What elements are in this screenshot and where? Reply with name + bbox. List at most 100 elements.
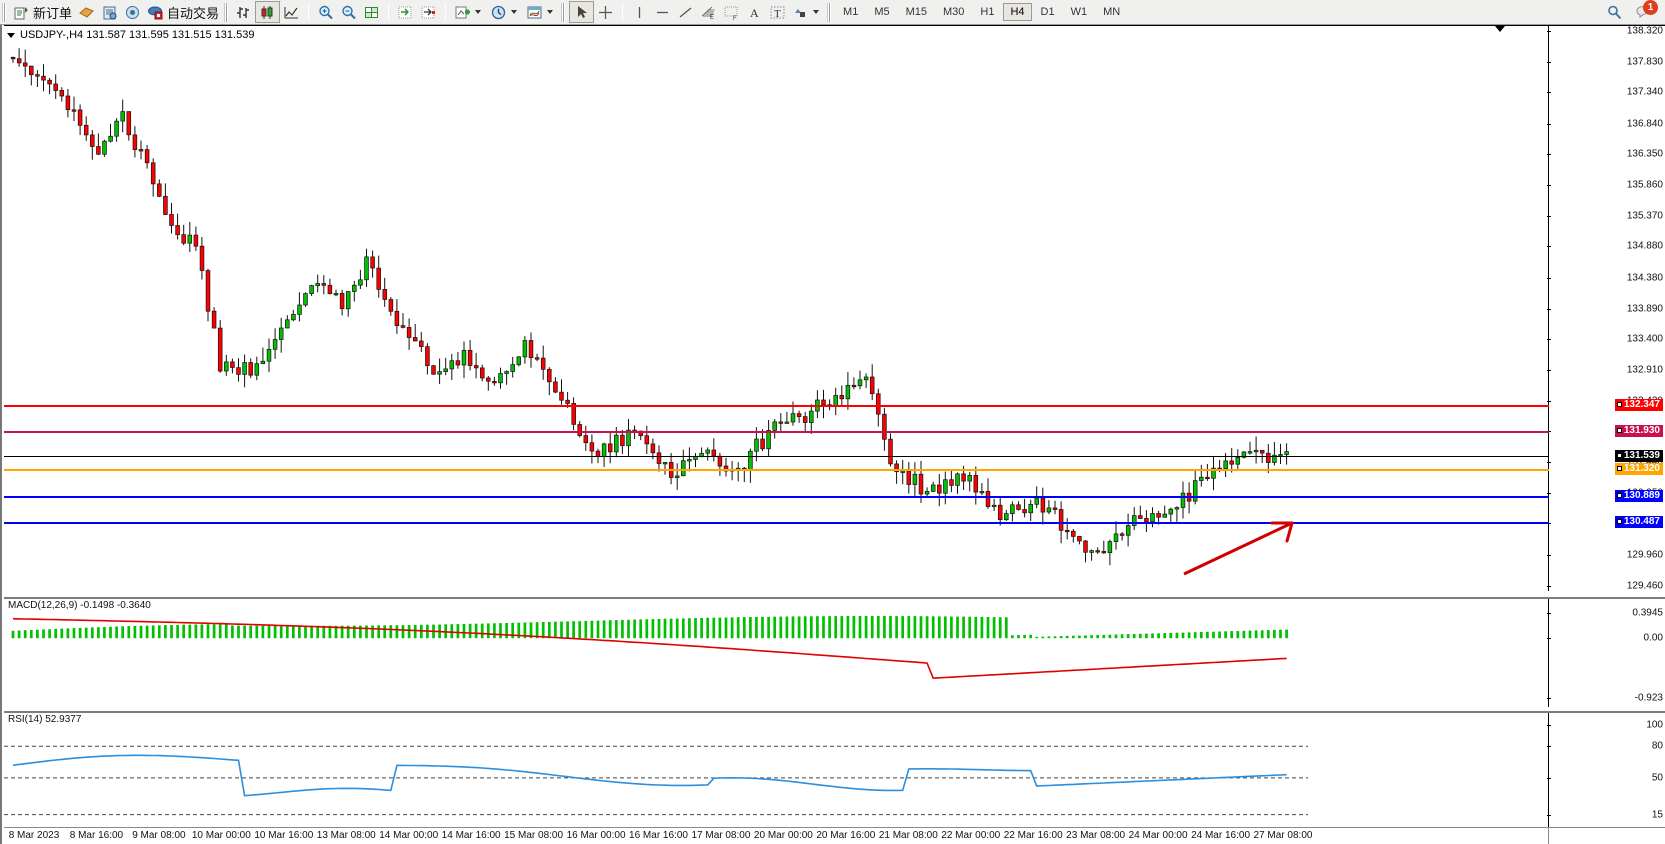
- price-tick-label: 132.910: [1626, 364, 1663, 376]
- timeframe-d1[interactable]: D1: [1040, 6, 1055, 18]
- price-tag-resistance[interactable]: 132.347: [1614, 399, 1663, 412]
- line-chart-icon: [283, 4, 300, 21]
- tile-windows-button[interactable]: [360, 1, 383, 23]
- search-button[interactable]: [1603, 1, 1626, 23]
- add-indicator-caret-icon[interactable]: [475, 10, 482, 14]
- navigator-icon: [124, 4, 141, 21]
- crosshair-button[interactable]: [594, 1, 617, 23]
- text-label-button[interactable]: A: [743, 1, 766, 23]
- rsi-indicator-label: RSI(14) 52.9377: [8, 714, 82, 725]
- time-axis-label: 10 Mar 16:00: [254, 830, 314, 841]
- timeframe-m1[interactable]: M1: [843, 6, 859, 18]
- autotrade-label: 自动交易: [167, 5, 220, 21]
- text-box-icon: T: [769, 4, 786, 21]
- price-line-support[interactable]: [4, 521, 1549, 524]
- svg-text:T: T: [774, 8, 781, 20]
- data-window-button[interactable]: [98, 1, 121, 23]
- toolbar-separator-2: [388, 3, 390, 21]
- time-axis-label: 22 Mar 00:00: [941, 830, 1001, 841]
- chart-collapse-icon[interactable]: [7, 33, 15, 38]
- toolbar-grip-3[interactable]: [561, 2, 566, 22]
- timeframe-m5[interactable]: M5: [874, 6, 890, 18]
- shapes-caret-icon[interactable]: [813, 10, 820, 14]
- auto-scroll-button[interactable]: [417, 1, 440, 23]
- macd-tick-mark: [1547, 638, 1551, 640]
- trendline-button[interactable]: [674, 1, 697, 23]
- equidistant-channel-button[interactable]: F: [720, 1, 743, 23]
- price-line-support[interactable]: [4, 496, 1549, 499]
- time-axis-label: 9 Mar 08:00: [132, 830, 186, 841]
- cursor-icon: [573, 4, 590, 21]
- toolbar-grip-2[interactable]: [224, 2, 229, 22]
- line-chart-button[interactable]: [280, 1, 303, 23]
- zoom-out-button[interactable]: [337, 1, 360, 23]
- price-tick-mark: [1547, 123, 1551, 125]
- tile-windows-icon: [363, 4, 380, 21]
- fibonacci-button[interactable]: E: [697, 1, 720, 23]
- period-button[interactable]: [487, 1, 523, 23]
- chart-window[interactable]: USDJPY-,H4 131.587 131.595 131.515 131.5…: [0, 25, 1665, 844]
- time-axis-label: 8 Mar 16:00: [69, 830, 124, 841]
- period-caret-icon[interactable]: [511, 10, 518, 14]
- price-line-resistance[interactable]: [4, 431, 1549, 434]
- price-pane[interactable]: 138.320 137.830 137.340 136.840 136.350 135.8…: [4, 26, 1665, 591]
- price-line-resistance[interactable]: [4, 405, 1549, 408]
- templates-caret-icon[interactable]: [547, 10, 554, 14]
- timeframe-m30[interactable]: M30: [943, 6, 965, 18]
- shapes-button[interactable]: [789, 1, 825, 23]
- zoom-in-button[interactable]: [314, 1, 337, 23]
- price-tick-label: 136.840: [1626, 118, 1663, 130]
- navigator-button[interactable]: [121, 1, 144, 23]
- candlestick-chart-button[interactable]: [255, 1, 281, 23]
- time-axis-label: 22 Mar 16:00: [1003, 830, 1063, 841]
- timeframe-w1[interactable]: W1: [1070, 6, 1088, 18]
- rsi-tick-mark: [1547, 777, 1551, 779]
- text-box-button[interactable]: T: [766, 1, 789, 23]
- price-tag-support[interactable]: 130.487: [1614, 515, 1663, 528]
- price-tag-support[interactable]: 130.889: [1614, 490, 1663, 503]
- price-tick-mark: [1547, 523, 1551, 525]
- price-tick-mark: [1547, 369, 1551, 371]
- price-tag-pivot[interactable]: 131.320: [1614, 463, 1663, 476]
- timeframe-m15[interactable]: M15: [905, 6, 927, 18]
- rsi-series: [4, 745, 1308, 816]
- cursor-button[interactable]: [569, 1, 595, 23]
- macd-axis-separator: [1548, 599, 1549, 707]
- price-tag-current-price[interactable]: 131.539: [1614, 449, 1663, 462]
- rsi-tick-label: 80: [1651, 740, 1663, 752]
- toolbar-grip[interactable]: [2, 2, 6, 22]
- timeframe-h1[interactable]: H1: [980, 6, 995, 18]
- bar-chart-button[interactable]: [232, 1, 255, 23]
- price-line-current-price[interactable]: [4, 455, 1549, 457]
- chat-button[interactable]: 1: [1632, 0, 1658, 23]
- autotrade-button[interactable]: 自动交易: [144, 1, 222, 23]
- price-tick-label: 134.380: [1626, 272, 1663, 284]
- add-indicator-button[interactable]: [451, 1, 487, 23]
- time-axis-label: 27 Mar 08:00: [1253, 830, 1313, 841]
- shift-end-button[interactable]: [394, 1, 417, 23]
- horizontal-line-button[interactable]: [651, 1, 674, 23]
- macd-pane[interactable]: MACD(12,26,9) -0.1498 -0.3640 0.3945 0.00…: [4, 597, 1665, 707]
- price-tick-mark: [1547, 431, 1551, 433]
- price-tick-mark: [1547, 246, 1551, 248]
- expert-advisor-button[interactable]: [75, 1, 98, 23]
- time-axis-label: 8 Mar 2023: [8, 830, 60, 841]
- time-axis-label: 10 Mar 00:00: [191, 830, 251, 841]
- candlestick-chart-icon: [259, 4, 276, 21]
- toolbar-grip-4[interactable]: [827, 2, 832, 22]
- timeframe-mn[interactable]: MN: [1103, 6, 1121, 18]
- time-axis-label: 21 Mar 08:00: [878, 830, 938, 841]
- bar-chart-icon: [235, 4, 252, 21]
- vertical-line-button[interactable]: [628, 1, 651, 23]
- candlestick-series: [10, 48, 1289, 566]
- price-tag-resistance[interactable]: 131.930: [1614, 425, 1663, 438]
- time-axis-label: 24 Mar 16:00: [1191, 830, 1251, 841]
- time-axis-label: 15 Mar 08:00: [504, 830, 564, 841]
- templates-button[interactable]: [523, 1, 559, 23]
- timeframe-h4[interactable]: H4: [1003, 3, 1032, 21]
- price-tick-label: 136.350: [1626, 148, 1663, 160]
- rsi-pane[interactable]: RSI(14) 52.9377 100 80 50 15: [4, 711, 1665, 827]
- zoom-out-icon: [340, 4, 357, 21]
- new-order-button[interactable]: 新订单: [10, 1, 75, 23]
- price-line-pivot[interactable]: [4, 469, 1549, 472]
